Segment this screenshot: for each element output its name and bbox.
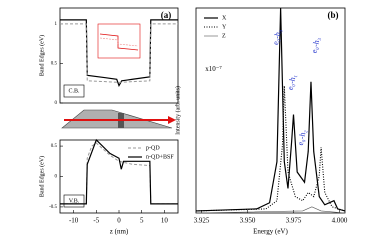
plot-frame bbox=[195, 7, 346, 214]
legend-label: p-QD bbox=[146, 145, 160, 151]
y-tick-label: -0.5 bbox=[49, 205, 57, 210]
x-tick-label: -10 bbox=[69, 217, 79, 225]
x-tick-label: -5 bbox=[93, 217, 99, 225]
legend-label: Z bbox=[222, 33, 226, 39]
legend-label: X bbox=[222, 15, 227, 21]
y-axis-label: Intensity (arb. units) bbox=[174, 86, 181, 135]
x-tick-label: 10 bbox=[161, 217, 169, 225]
x-tick-label: 0 bbox=[117, 217, 121, 225]
series-line bbox=[60, 138, 178, 205]
y-tick-label: 0 bbox=[55, 175, 58, 180]
peak-label: e₀-h₃ bbox=[310, 36, 322, 54]
series-line bbox=[195, 7, 346, 212]
arrow-head bbox=[168, 116, 176, 124]
inset-frame bbox=[97, 23, 141, 59]
series-line bbox=[195, 85, 346, 212]
schematic bbox=[61, 109, 176, 129]
y-tick-label: 0.5 bbox=[51, 144, 58, 149]
series-line bbox=[195, 206, 346, 214]
y-tick-label: 0 bbox=[55, 101, 58, 106]
y-axis-label: Band Edges (eV) bbox=[38, 35, 45, 76]
x-axis-label: Energy (eV) bbox=[253, 228, 288, 236]
scale-note: x10⁻⁷ bbox=[205, 65, 222, 73]
peak-label: e₀-h₀ bbox=[271, 28, 283, 46]
band-label-box bbox=[63, 84, 85, 98]
inset bbox=[97, 23, 141, 59]
band-label: C.B. bbox=[68, 88, 80, 94]
x-tick-label: 3.925 bbox=[194, 217, 210, 225]
x-tick-label: 5 bbox=[140, 217, 144, 225]
series-line bbox=[60, 23, 178, 83]
y-tick-label: 1 bbox=[55, 22, 58, 27]
x-tick-label: 3.975 bbox=[286, 217, 302, 225]
x-tick-label: 4.000 bbox=[332, 217, 348, 225]
band-label: V.B. bbox=[69, 198, 80, 204]
inset-curve bbox=[99, 37, 139, 47]
legend-label: Y bbox=[222, 24, 227, 30]
x-tick-label: 3.950 bbox=[240, 217, 256, 225]
peak-label: e₀-h₂ bbox=[296, 129, 308, 147]
peak-label: e₀-h₁ bbox=[286, 73, 298, 91]
series-line bbox=[60, 19, 178, 88]
y-axis-label: Band Edges (eV) bbox=[38, 156, 45, 197]
panel-label: (b) bbox=[328, 10, 339, 20]
plot-frame bbox=[59, 7, 179, 104]
panel-label: (a) bbox=[161, 10, 172, 20]
y-tick-label: 0.5 bbox=[51, 62, 58, 67]
inset-curve bbox=[99, 33, 139, 51]
x-axis-label: z (nm) bbox=[110, 228, 129, 236]
legend-label: n-QD+BSF bbox=[146, 154, 174, 160]
